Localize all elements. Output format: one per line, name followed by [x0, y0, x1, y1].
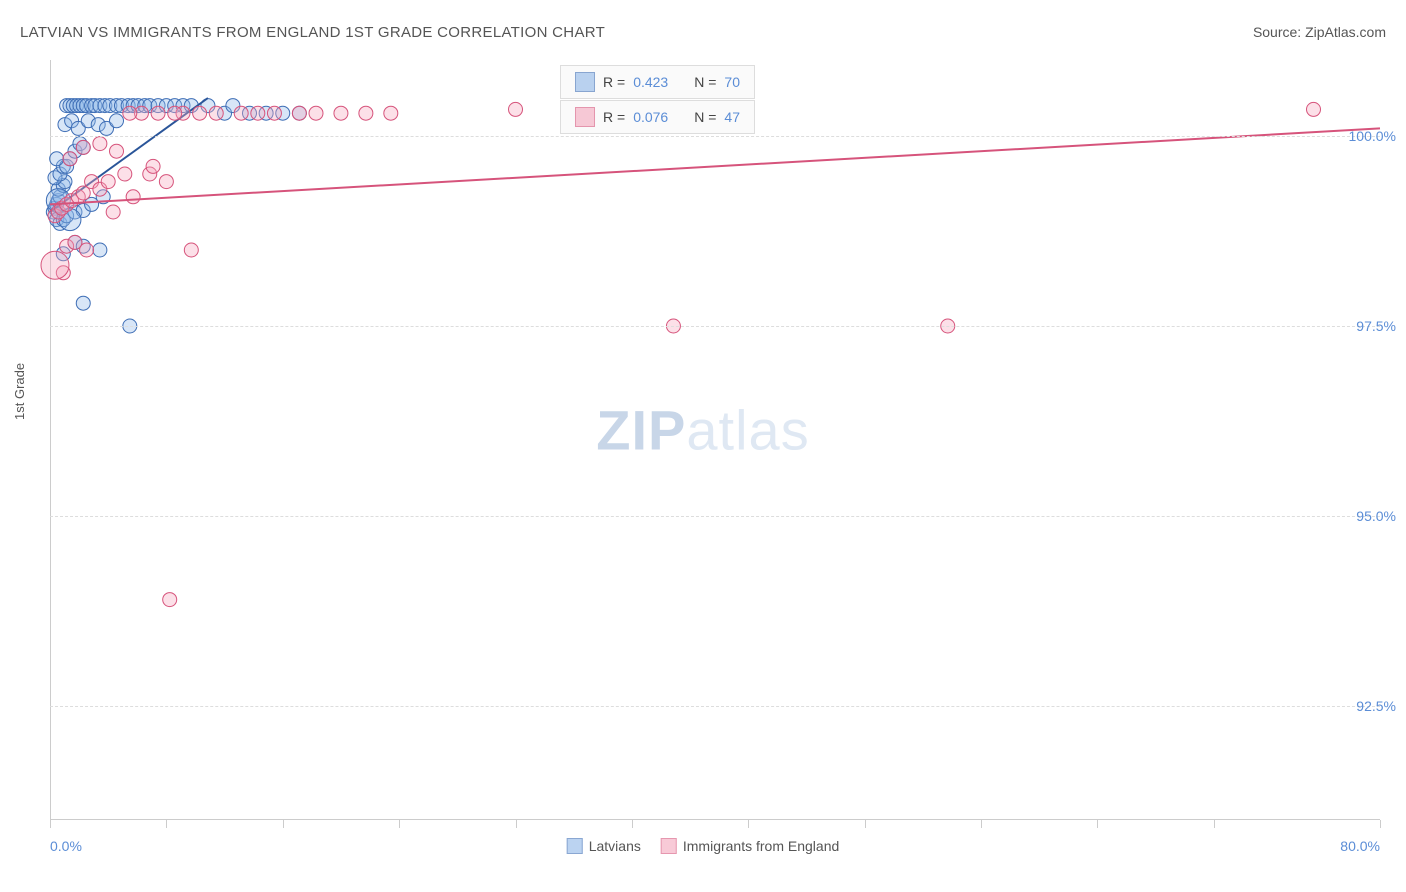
stats-r-label: R =	[603, 74, 625, 90]
scatter-point	[110, 144, 124, 158]
x-tick	[1380, 820, 1381, 828]
stats-r-value: 0.076	[633, 109, 668, 125]
scatter-point	[80, 243, 94, 257]
scatter-point	[251, 106, 265, 120]
scatter-point	[41, 251, 69, 279]
scatter-point	[334, 106, 348, 120]
legend-item: Immigrants from England	[661, 838, 839, 854]
scatter-point	[63, 152, 77, 166]
trend-line	[50, 128, 1380, 204]
scatter-point	[106, 205, 120, 219]
x-tick	[865, 820, 866, 828]
stats-swatch	[575, 72, 595, 92]
gridline-h	[50, 136, 1380, 137]
stats-swatch	[575, 107, 595, 127]
stats-n-label: N =	[694, 109, 716, 125]
gridline-h	[50, 326, 1380, 327]
legend-item: Latvians	[567, 838, 641, 854]
legend-swatch	[567, 838, 583, 854]
x-tick	[399, 820, 400, 828]
scatter-point	[76, 296, 90, 310]
legend-swatch	[661, 838, 677, 854]
chart-title: LATVIAN VS IMMIGRANTS FROM ENGLAND 1ST G…	[20, 24, 605, 41]
stats-n-value: 70	[724, 74, 740, 90]
scatter-point	[146, 159, 160, 173]
stats-box: R = 0.423 N = 70	[560, 65, 755, 99]
y-tick-label: 97.5%	[1356, 318, 1396, 334]
scatter-point	[509, 102, 523, 116]
scatter-point	[50, 152, 64, 166]
x-tick	[981, 820, 982, 828]
x-tick	[283, 820, 284, 828]
scatter-point	[359, 106, 373, 120]
scatter-point	[309, 106, 323, 120]
x-tick	[1097, 820, 1098, 828]
stats-n-label: N =	[694, 74, 716, 90]
legend-label: Immigrants from England	[683, 838, 839, 854]
scatter-point	[76, 140, 90, 154]
scatter-point	[151, 106, 165, 120]
stats-n-value: 47	[724, 109, 740, 125]
stats-box: R = 0.076 N = 47	[560, 100, 755, 134]
scatter-point	[110, 114, 124, 128]
x-tick	[516, 820, 517, 828]
x-tick	[632, 820, 633, 828]
y-tick-label: 100.0%	[1349, 128, 1396, 144]
gridline-h	[50, 706, 1380, 707]
scatter-point	[193, 106, 207, 120]
scatter-point	[168, 106, 182, 120]
scatter-point	[292, 106, 306, 120]
y-tick-label: 95.0%	[1356, 508, 1396, 524]
legend-label: Latvians	[589, 838, 641, 854]
scatter-point	[101, 175, 115, 189]
x-tick	[166, 820, 167, 828]
stats-r-label: R =	[603, 109, 625, 125]
scatter-point	[267, 106, 281, 120]
y-axis-label: 1st Grade	[12, 363, 27, 420]
scatter-point	[93, 243, 107, 257]
scatter-point	[234, 106, 248, 120]
y-tick-label: 92.5%	[1356, 698, 1396, 714]
x-tick	[1214, 820, 1215, 828]
source-attribution: Source: ZipAtlas.com	[1253, 24, 1386, 40]
x-tick-label: 80.0%	[1340, 838, 1380, 854]
bottom-legend: Latvians Immigrants from England	[567, 838, 840, 854]
scatter-point	[209, 106, 223, 120]
x-tick	[748, 820, 749, 828]
gridline-h	[50, 516, 1380, 517]
scatter-point	[118, 167, 132, 181]
scatter-point	[1307, 102, 1321, 116]
scatter-point	[163, 593, 177, 607]
stats-r-value: 0.423	[633, 74, 668, 90]
scatter-point	[126, 190, 140, 204]
scatter-point	[93, 137, 107, 151]
scatter-point	[159, 175, 173, 189]
scatter-point	[384, 106, 398, 120]
scatter-point	[184, 243, 198, 257]
x-tick-label: 0.0%	[50, 838, 82, 854]
scatter-point	[123, 106, 137, 120]
x-tick	[50, 820, 51, 828]
